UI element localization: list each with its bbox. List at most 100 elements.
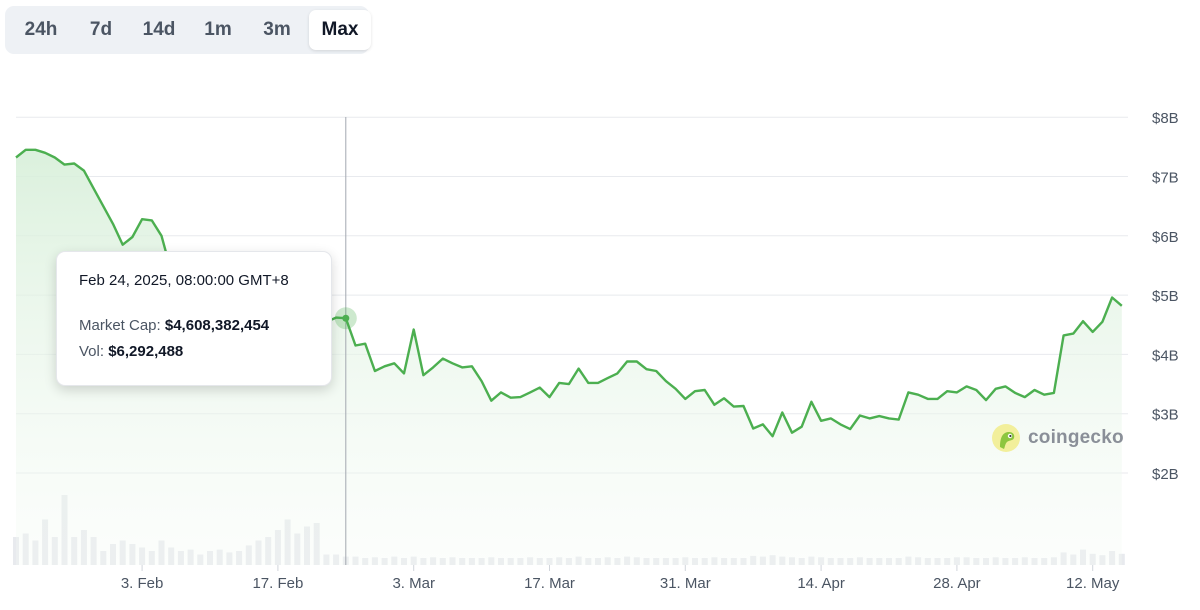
tab-24h[interactable]: 24h [24,19,58,40]
market-cap-point [1003,384,1007,388]
chart-tooltip: Feb 24, 2025, 08:00:00 GMT+8 Market Cap:… [56,251,332,386]
y-axis: $2B $3B $4B $5B $6B $7B $8B [1152,110,1179,483]
market-cap-point [1052,391,1056,395]
tab-7d[interactable]: 7d [89,19,113,40]
market-cap-point [722,396,726,400]
market-cap-point [470,364,474,368]
market-cap-point [625,360,629,364]
market-cap-point [373,369,377,373]
gecko-logo-icon [992,424,1020,452]
market-cap-point [771,434,775,438]
coingecko-watermark: coingecko [991,423,1124,453]
market-cap-point [1013,391,1017,395]
tab-3m[interactable]: 3m [263,19,291,40]
tooltip-market-cap-value: $4,608,382,454 [164,317,270,334]
market-cap-point [451,361,455,365]
market-cap-point [819,419,823,423]
market-cap-point [926,397,930,401]
market-cap-point [72,162,76,166]
market-cap-point [984,398,988,402]
market-cap-point [82,169,86,173]
brand-name: coingecko [1028,427,1124,448]
market-cap-point [654,369,658,373]
market-cap-point [140,217,144,221]
market-cap-point [441,357,445,361]
tooltip-volume-row: Vol: $6,292,488 [79,339,309,365]
market-cap-point [945,389,949,393]
market-cap-point [1110,296,1114,300]
y-tick-label: $3B [1152,407,1179,424]
market-cap-point [839,422,843,426]
market-cap-point [14,156,18,160]
market-cap-point [887,416,891,420]
market-cap-point [994,387,998,391]
x-tick-label: 17. Feb [252,575,303,592]
market-cap-point [606,376,610,380]
tab-max[interactable]: Max [309,10,371,50]
market-cap-point [557,381,561,385]
market-cap-point [586,381,590,385]
market-cap-point [809,400,813,404]
market-cap-point [897,418,901,422]
market-cap-point [53,156,57,160]
market-cap-point [538,386,542,390]
market-cap-point [790,431,794,435]
market-cap-point [489,399,493,403]
market-cap-point [24,148,28,152]
market-cap-point [92,186,96,190]
market-cap-point [567,382,571,386]
market-cap-point [33,148,37,152]
range-selector: 24h 7d 14d 1m 3m Max [5,6,371,54]
market-cap-point [1023,395,1027,399]
market-cap-point [354,344,358,348]
market-cap-point [509,396,513,400]
market-cap-point [412,328,416,332]
market-cap-point [936,397,940,401]
market-cap-point [635,360,639,364]
market-cap-point [868,416,872,420]
market-cap-point [664,379,668,383]
market-cap-point [712,403,716,407]
market-cap-point [130,235,134,239]
y-tick-label: $2B [1152,466,1179,483]
tooltip-date: Feb 24, 2025, 08:00:00 GMT+8 [79,272,289,289]
market-cap-point [363,342,367,346]
market-cap-point [761,422,765,426]
market-cap-point [121,243,125,247]
tab-1m[interactable]: 1m [204,19,232,40]
market-cap-point [703,388,707,392]
market-cap-point [383,364,387,368]
market-cap-point [800,425,804,429]
market-cap-point [43,151,47,155]
market-cap-point [63,163,67,167]
x-tick-label: 3. Feb [121,575,164,592]
market-cap-point [111,222,115,226]
y-tick-label: $5B [1152,288,1179,305]
y-tick-label: $6B [1152,229,1179,246]
market-cap-point [460,365,464,369]
market-cap-point [1062,333,1066,337]
market-cap-point [674,387,678,391]
market-cap-point [916,393,920,397]
market-cap-point [829,416,833,420]
market-cap-point [518,395,522,399]
market-cap-point [906,390,910,394]
x-tick-label: 31. Mar [660,575,711,592]
x-tick-label: 17. Mar [524,575,575,592]
y-tick-label: $7B [1152,170,1179,187]
y-tick-label: $4B [1152,347,1179,364]
market-cap-point [548,395,552,399]
market-cap-point [1042,393,1046,397]
market-cap-point [421,373,425,377]
x-axis: 3. Feb 17. Feb 3. Mar 17. Mar 31. Mar 14. Apr… [121,565,1120,592]
market-cap-point [150,218,154,222]
tooltip-market-cap-label: Market Cap: [79,317,161,334]
tooltip-market-cap-row: Market Cap: $4,608,382,454 [79,313,309,339]
market-cap-point [877,414,881,418]
tab-14d[interactable]: 14d [142,19,176,40]
market-cap-point [955,390,959,394]
market-cap-point [1071,332,1075,336]
market-cap-point [1091,330,1095,334]
market-cap-point [577,367,581,371]
